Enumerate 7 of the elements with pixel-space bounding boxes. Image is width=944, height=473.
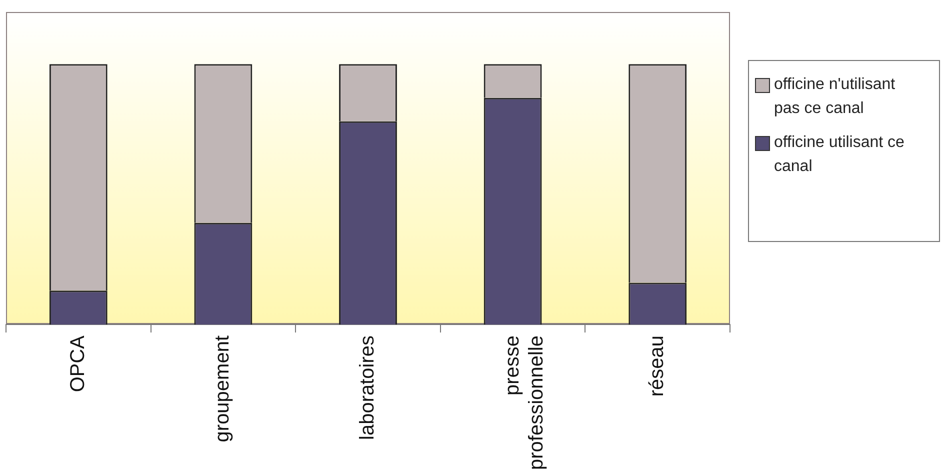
x-tick-label: OPCA <box>66 334 89 392</box>
x-tick-label: laboratoires <box>356 335 379 440</box>
legend-label: officine utilisant ce canal <box>774 133 906 177</box>
text: officine n'utilisant pas ce canal <box>774 75 896 119</box>
x-tick-label: presse professionnelle <box>501 335 548 470</box>
x-tick-label: groupement <box>212 335 234 442</box>
x-tick-label: réseau <box>646 335 668 397</box>
